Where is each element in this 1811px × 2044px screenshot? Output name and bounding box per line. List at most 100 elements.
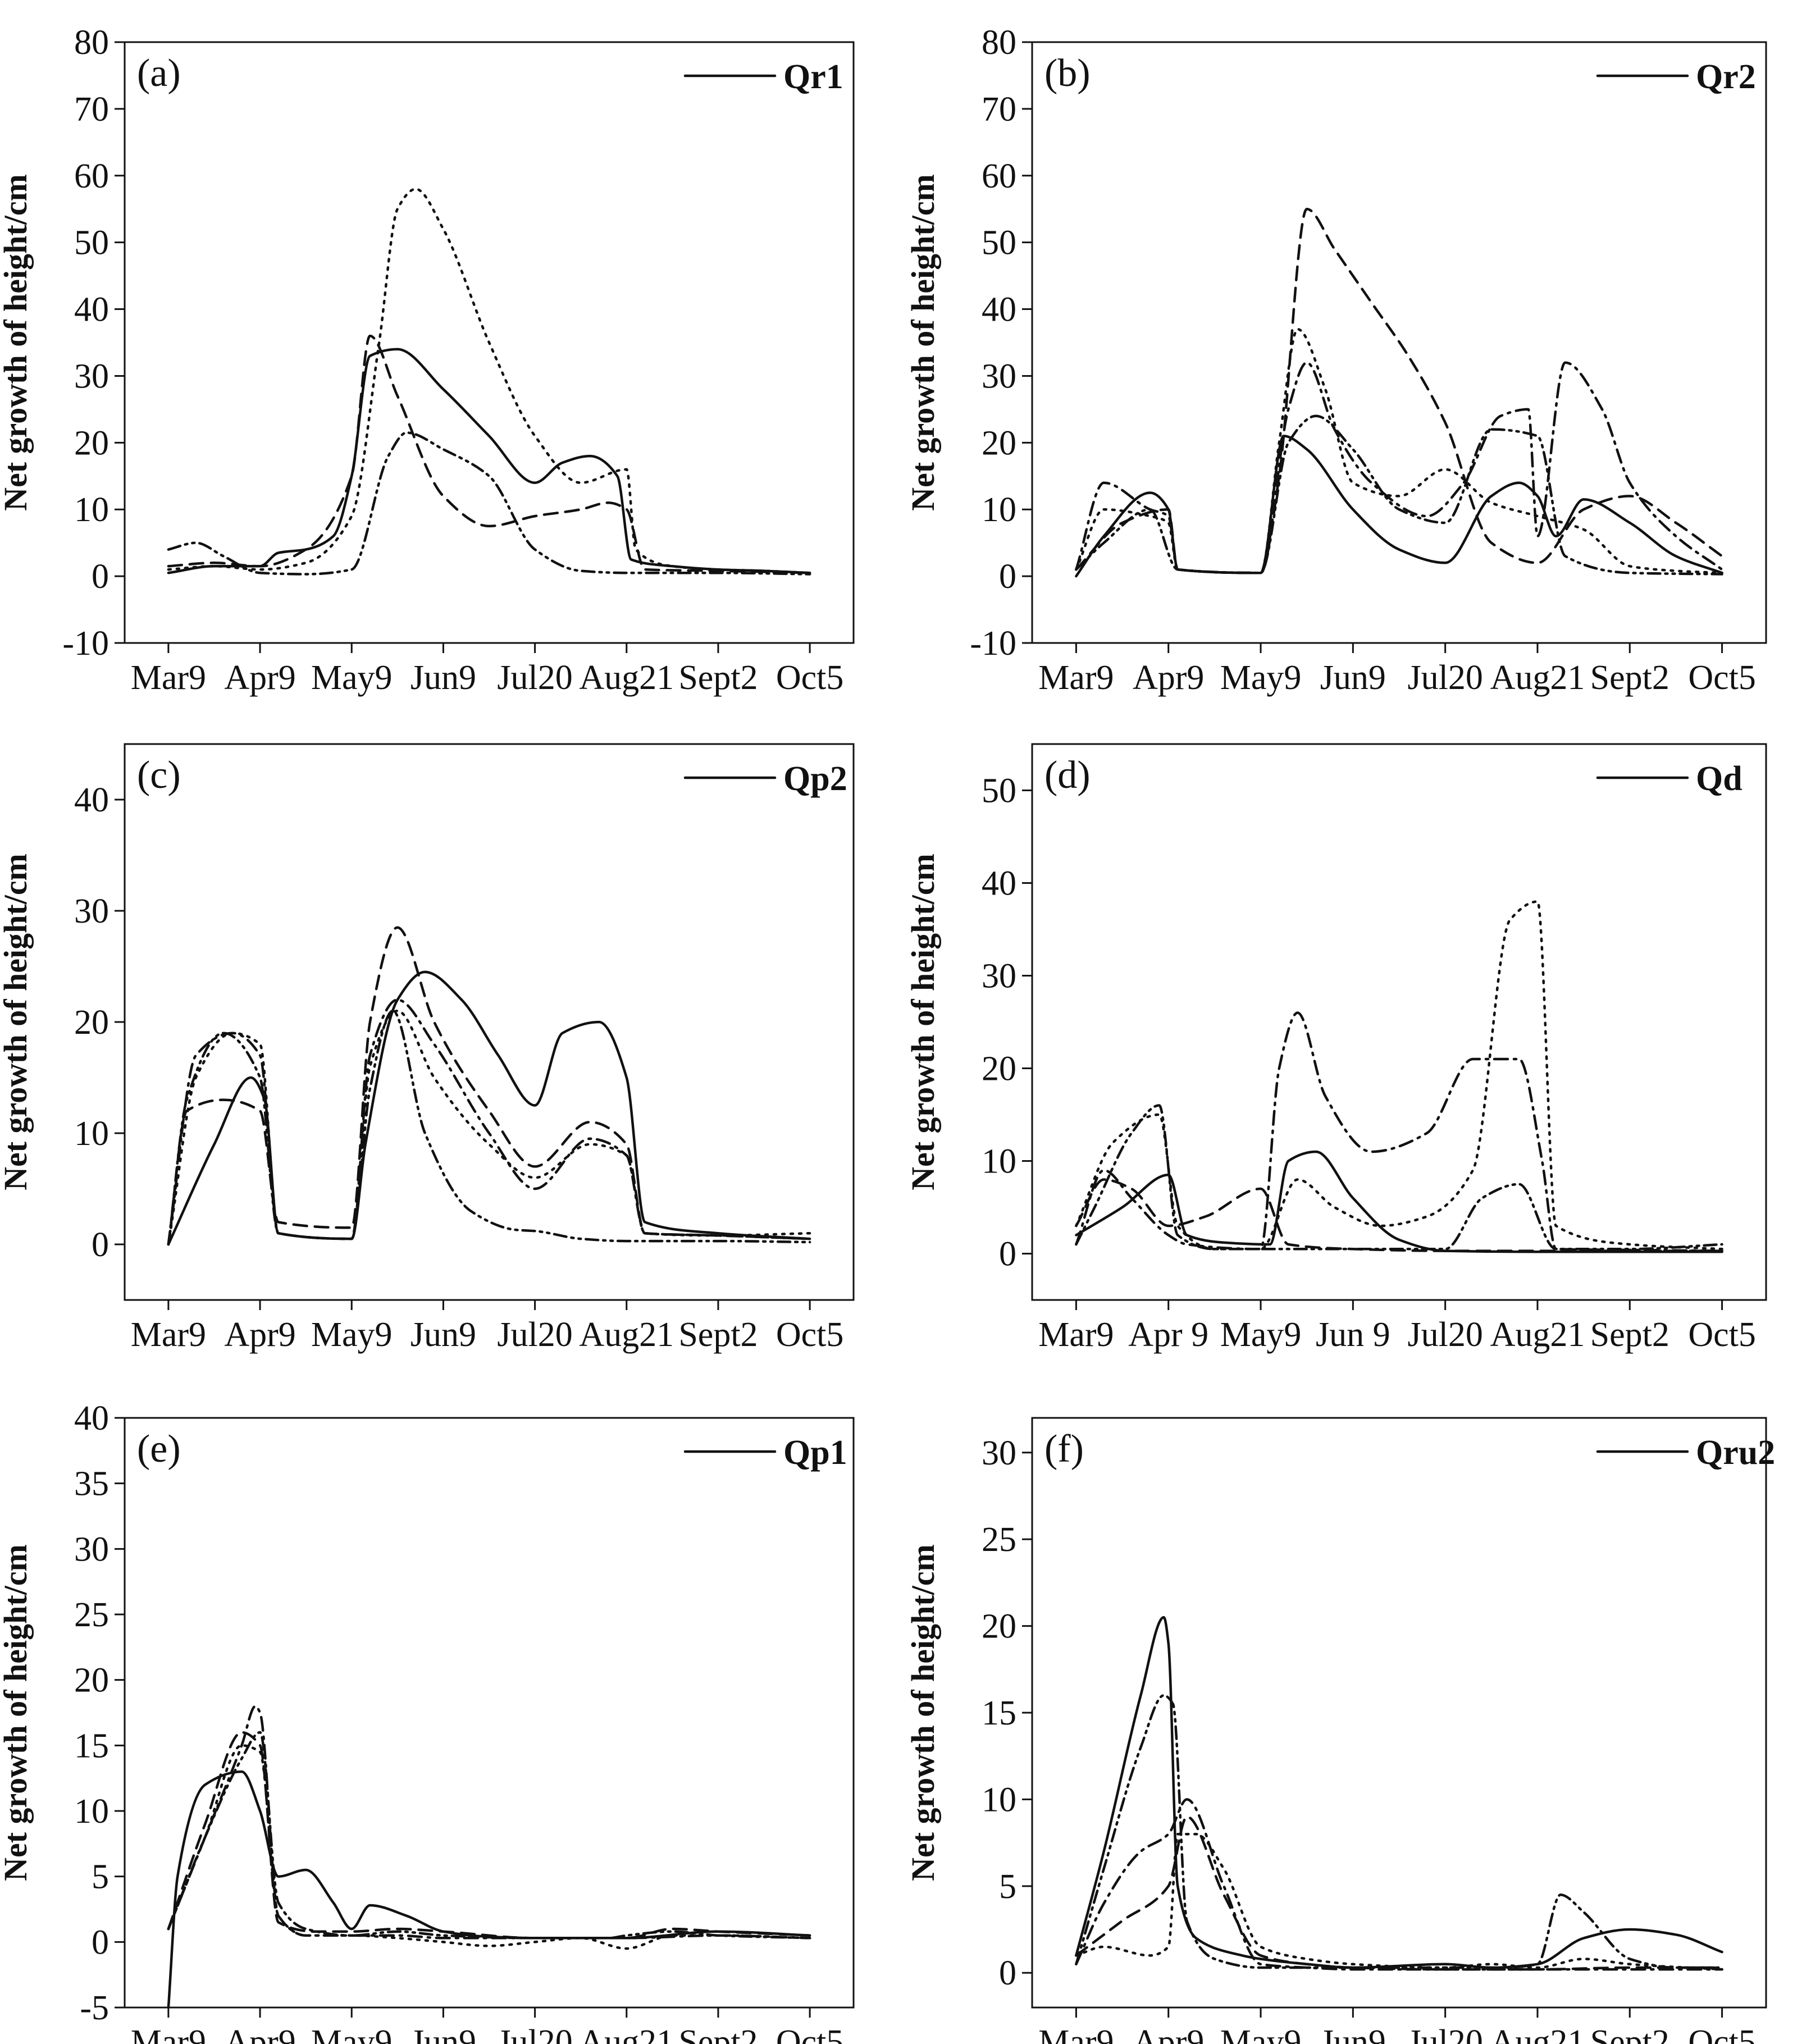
x-tick-label: May9 [311,2023,393,2044]
legend-label: Qru2 [1696,1434,1775,1472]
x-tick-label: Aug21 [579,659,674,697]
series-line-4 [1075,1798,1723,1971]
panel-label: (a) [137,52,181,95]
x-tick-label: Mar9 [131,659,206,697]
y-tick-label: 30 [74,357,109,395]
y-tick-label: 0 [999,1954,1016,1992]
y-tick-label: 40 [74,1399,109,1438]
y-axis-title: Net growth of height/cm [905,854,941,1190]
legend-label: Qp1 [783,1434,847,1472]
y-tick-label: 30 [982,957,1016,996]
x-tick-label: Jul20 [497,2023,572,2044]
series-line-2 [167,188,811,574]
panel-c: 0 10 20 30 40 Mar9 Apr9 May9 Jun9 Jul20 Aug21 Sept2… [0,743,855,1354]
x-tick-label: Jul20 [1407,659,1482,697]
series-line-5 [167,1731,811,1940]
y-tick-label: 0 [999,1235,1016,1274]
x-tick-label: Jun9 [410,659,476,697]
y-tick-label: 0 [92,1226,109,1264]
x-tick-label: Jun9 [410,1316,476,1354]
y-tick-label: 0 [92,1923,109,1961]
y-tick-label: 30 [982,1434,1016,1472]
x-tick-label: May9 [311,659,393,697]
panel-b: -10 0 10 20 30 40 50 60 70 80 Mar9 Apr9 May9 Jun9 Jul2… [905,24,1767,697]
x-tick-label: May9 [311,1316,393,1354]
y-tick-label: 30 [982,357,1016,395]
y-tick-label: 20 [982,424,1016,462]
panel-label: (e) [137,1427,181,1471]
y-axis-title: Net growth of height/cm [0,854,34,1190]
y-tick-label: 60 [74,157,109,195]
x-tick-label: Apr9 [1133,2023,1204,2044]
series-line-3 [167,334,811,574]
plot-frame [1031,743,1767,1301]
x-tick-label: Sept2 [1590,659,1669,697]
plot-frame [124,1417,855,2009]
panel-f: 0 5 10 15 20 25 30 Mar9 Apr9 May9 Jun9 Jul20 Aug21 Se… [905,1417,1775,2044]
x-tick-label: Apr9 [224,2023,295,2044]
x-tick-label: Jul20 [497,1316,572,1354]
y-tick-label: 15 [982,1694,1016,1732]
series-line-5 [1075,1694,1723,1969]
y-tick-label: 20 [74,1003,109,1042]
y-tick-label: 40 [74,781,109,819]
y-tick-label: 50 [982,224,1016,262]
series-line-2 [1075,207,1723,574]
x-tick-label: Apr9 [224,659,295,697]
series-line-1 [167,348,811,574]
x-tick-label: Oct5 [776,659,844,697]
series-line-4 [167,998,811,1246]
x-tick-label: Apr 9 [1128,1316,1208,1354]
panel-label: (f) [1044,1427,1084,1471]
x-tick-label: Jun9 [410,2023,476,2044]
panel-a: -10 0 10 20 30 40 50 60 70 80 Mar9 Apr9 May9 Jun9 Jul2… [0,24,855,697]
y-tick-label: 20 [74,424,109,462]
series-line-1 [167,1770,811,2009]
y-tick-label: 30 [74,892,109,930]
series-line-3 [1075,327,1723,574]
y-tick-label: 5 [92,1858,109,1896]
series-line-2 [1075,1815,1723,1971]
x-tick-label: Jul20 [497,659,572,697]
y-tick-label: 50 [74,224,109,262]
y-tick-label: 80 [982,24,1016,62]
y-tick-label: 0 [999,558,1016,596]
panel-label: (b) [1044,52,1091,95]
x-tick-label: Aug21 [1490,2023,1585,2044]
plot-frame [1031,1417,1767,2009]
series-line-4 [167,1705,811,1940]
y-tick-label: 15 [74,1727,109,1765]
x-tick-label: May9 [1220,2023,1302,2044]
y-tick-label: 20 [74,1662,109,1700]
y-tick-label: 10 [982,1143,1016,1181]
legend-label: Qd [1696,760,1742,798]
y-axis-title: Net growth of height/cm [905,174,941,511]
y-tick-label: 40 [74,291,109,329]
series-line-1 [1075,1616,1723,1969]
legend-label: Qr1 [783,58,843,96]
x-tick-label: Mar9 [131,1316,206,1354]
series-line-4 [1075,361,1723,574]
y-tick-label: 10 [74,1115,109,1153]
x-tick-label: Aug21 [579,2023,674,2044]
x-tick-label: Oct5 [1688,659,1756,697]
x-tick-label: Oct5 [1688,2023,1756,2044]
series-line-5 [1075,1104,1723,1251]
series-line-2 [1075,900,1723,1251]
x-tick-label: Sept2 [678,2023,758,2044]
x-tick-label: Jul20 [1407,2023,1482,2044]
y-axis-title: Net growth of height/cm [0,174,34,511]
y-tick-label: 10 [74,1792,109,1831]
x-tick-label: Mar9 [1038,1316,1114,1354]
x-tick-label: Mar9 [1038,2023,1114,2044]
y-tick-label: 40 [982,291,1016,329]
x-tick-label: Mar9 [131,2023,206,2044]
series-line-4 [167,431,811,576]
x-tick-label: Aug21 [579,1316,674,1354]
y-tick-label: 10 [982,1781,1016,1819]
y-tick-label: 35 [74,1465,109,1503]
x-tick-label: Apr9 [224,1316,295,1354]
x-tick-label: Oct5 [776,2023,844,2044]
series-line-3 [1075,1832,1723,1971]
